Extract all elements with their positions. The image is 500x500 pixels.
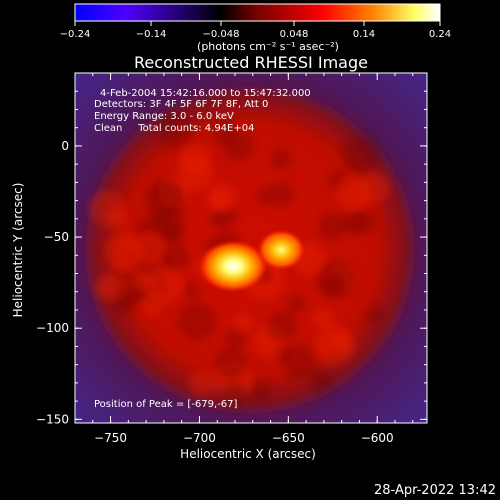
colorbar-unit-label: (photons cm⁻² s⁻¹ asec⁻²) bbox=[197, 40, 339, 53]
colorbar-tick-label: −0.048 bbox=[202, 29, 239, 40]
colorbar bbox=[74, 3, 441, 22]
y-axis: 0 −50 −100 −150 bbox=[36, 72, 427, 426]
x-axis-label: Heliocentric X (arcsec) bbox=[180, 447, 316, 461]
plot-frame bbox=[74, 72, 428, 424]
annotation-detectors: Detectors: 3F 4F 5F 6F 7F 8F, Att 0 bbox=[94, 99, 268, 110]
x-tick-label: −700 bbox=[183, 431, 216, 445]
colorbar-ticks: −0.24 −0.14 −0.048 0.048 0.14 0.24 bbox=[60, 21, 451, 40]
y-axis-label: Heliocentric Y (arcsec) bbox=[11, 183, 25, 318]
heatmap-image bbox=[75, 73, 427, 423]
colorbar-tick-label: −0.14 bbox=[136, 29, 167, 40]
chart-title: Reconstructed RHESSI Image bbox=[134, 53, 368, 72]
x-tick-label: −600 bbox=[361, 431, 394, 445]
footer-timestamp: 28-Apr-2022 13:42 bbox=[374, 483, 496, 498]
y-tick-label: −150 bbox=[36, 412, 69, 426]
annotation-clean-counts: Clean Total counts: 4.94E+04 bbox=[94, 123, 254, 134]
colorbar-tick-label: 0.24 bbox=[429, 29, 451, 40]
source-peak-1 bbox=[199, 240, 268, 293]
y-tick-label: −50 bbox=[44, 230, 69, 244]
x-tick-label: −750 bbox=[94, 431, 127, 445]
annotation-energy-range: Energy Range: 3.0 - 6.0 keV bbox=[94, 111, 234, 122]
annotation-peak-position: Position of Peak = [-679,-67] bbox=[94, 399, 238, 410]
colorbar-tick-label: 0.14 bbox=[353, 29, 375, 40]
y-tick-label: 0 bbox=[61, 139, 69, 153]
x-tick-label: −650 bbox=[272, 431, 305, 445]
source-peak-2 bbox=[257, 229, 305, 270]
x-axis: −750 −700 −650 −600 bbox=[74, 73, 414, 445]
annotation-time-range: 4-Feb-2004 15:42:16.000 to 15:47:32.000 bbox=[100, 88, 311, 99]
colorbar-tick-label: −0.24 bbox=[60, 29, 91, 40]
colorbar-tick-label: 0.048 bbox=[280, 29, 309, 40]
y-tick-label: −100 bbox=[36, 321, 69, 335]
